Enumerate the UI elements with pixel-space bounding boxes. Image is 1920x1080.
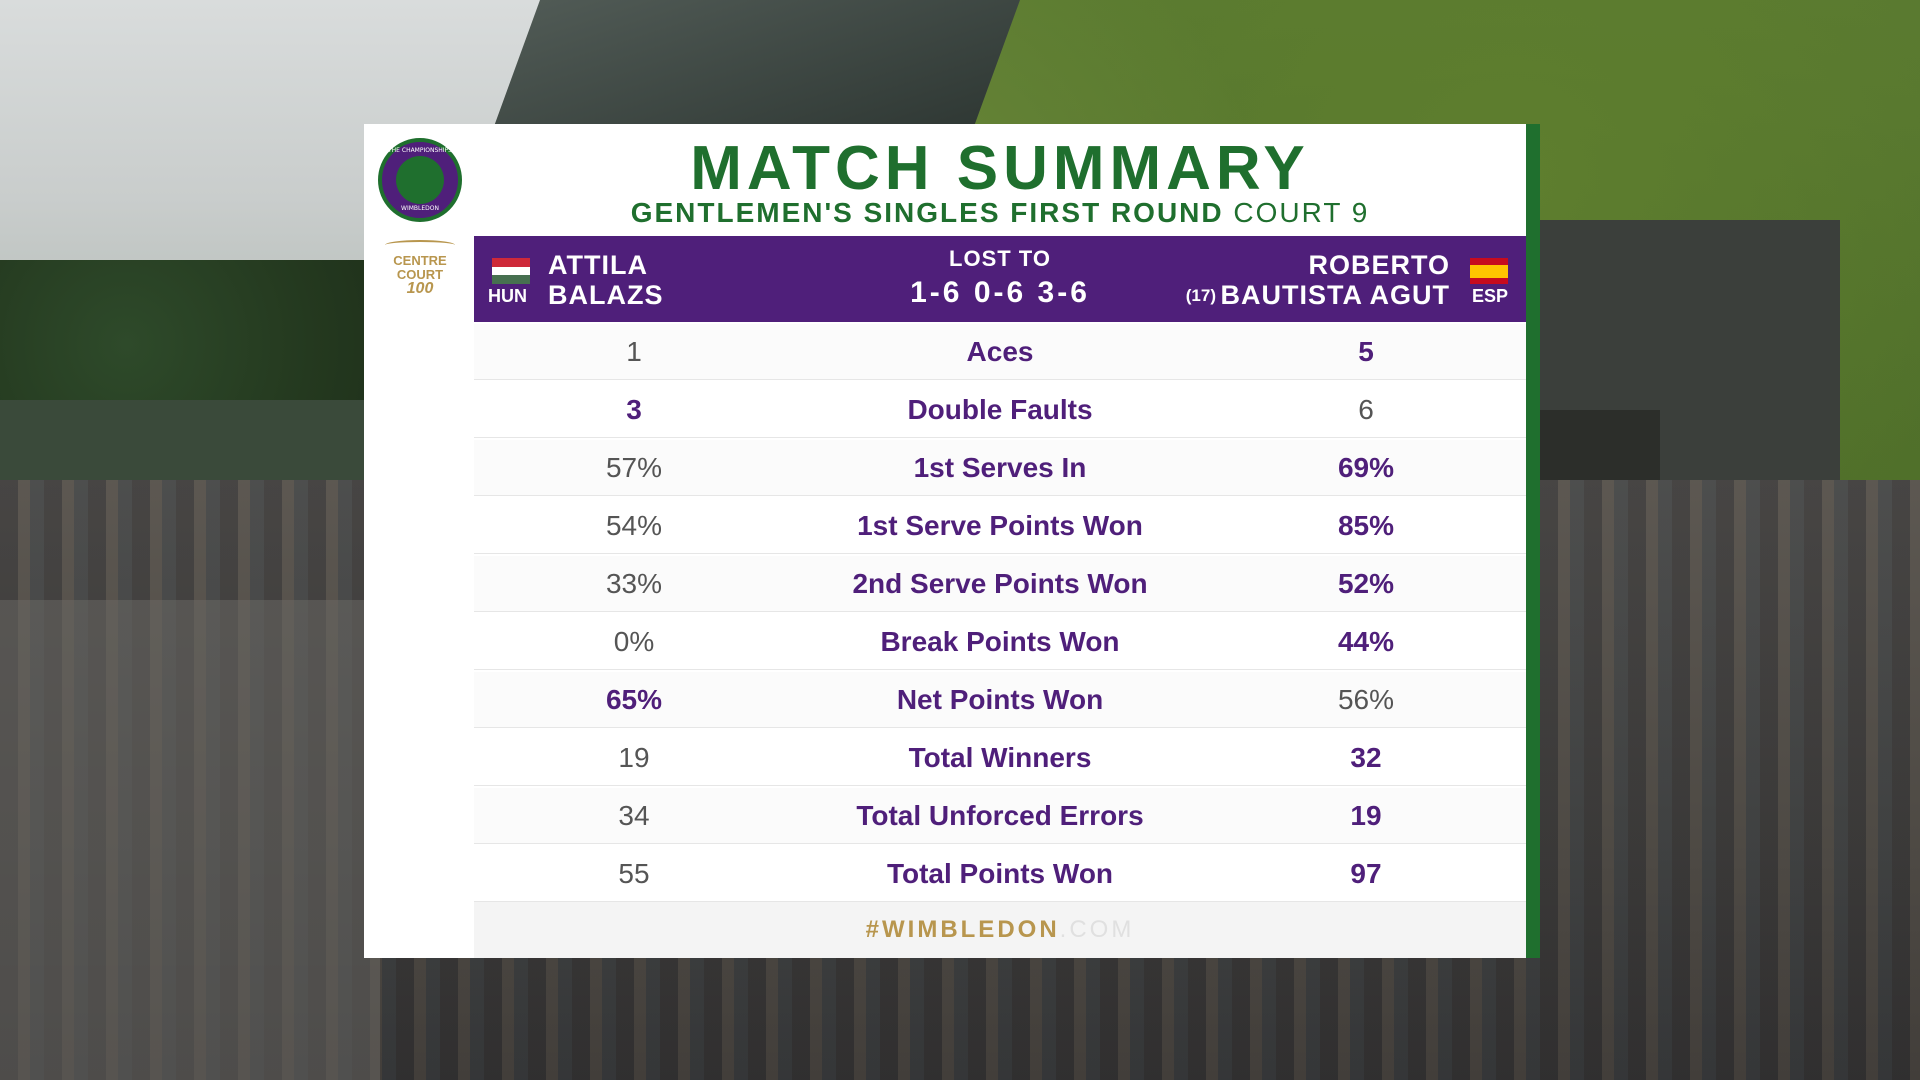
stat-label: Double Faults — [907, 394, 1093, 425]
player1-stat-value: 34 — [618, 800, 650, 831]
logo-line-bottom: WIMBLEDON — [401, 205, 439, 212]
stat-label: Break Points Won — [880, 626, 1120, 657]
match-summary-card: THE CHAMPIONSHIPS WIMBLEDON CENTRE COURT… — [364, 124, 1540, 958]
player1-stat-value: 65% — [605, 684, 663, 715]
player1-stat-value: 54% — [605, 510, 663, 541]
stat-row: 57% 1st Serves In 69% — [474, 440, 1526, 496]
stat-label: Total Points Won — [886, 858, 1114, 889]
trees — [0, 260, 420, 400]
wimbledon-logo-icon: THE CHAMPIONSHIPS WIMBLEDON — [378, 138, 462, 222]
stadium-roof — [492, 0, 1021, 130]
round-label: GENTLEMEN'S SINGLES FIRST ROUND — [630, 197, 1224, 228]
player2-stat-value: 69% — [1337, 452, 1395, 483]
player2-country: ESP — [1472, 286, 1509, 306]
centre-court-line-3: 100 — [406, 280, 434, 297]
player2-last-name: BAUTISTA AGUT — [1220, 280, 1450, 310]
centre-court-100-logo: CENTRE COURT 100 — [378, 240, 462, 297]
player2-stat-value: 32 — [1350, 742, 1382, 773]
stat-label: Net Points Won — [896, 684, 1104, 715]
walkway — [0, 600, 380, 1080]
spain-flag-icon — [1470, 258, 1508, 284]
stat-row: 19 Total Winners 32 — [474, 730, 1526, 786]
centre-court-line-1: CENTRE — [393, 253, 447, 268]
stat-label: Total Unforced Errors — [856, 800, 1144, 831]
stat-label: 1st Serve Points Won — [857, 510, 1143, 541]
stat-row: 1 Aces 5 — [474, 324, 1526, 380]
branding-column: THE CHAMPIONSHIPS WIMBLEDON CENTRE COURT… — [364, 124, 474, 958]
player2-stat-value: 97 — [1350, 858, 1382, 889]
player1-country: HUN — [488, 286, 527, 306]
stats-table: 1 Aces 5 3 Double Faults 6 57% 1st Serves In 69%… — [474, 324, 1526, 904]
footer-hashtag: #WIMBLEDON.COM — [474, 902, 1526, 958]
player1-stat-value: 33% — [605, 568, 663, 599]
player2-stat-value: 85% — [1337, 510, 1395, 541]
player2-stat-value: 5 — [1358, 336, 1374, 367]
player2-stat-value: 56% — [1337, 684, 1395, 715]
player1-stat-value: 1 — [626, 336, 642, 367]
hashtag-suffix: .COM — [1059, 916, 1135, 943]
player1-stat-value: 0% — [613, 626, 655, 657]
player1-stat-value: 57% — [605, 452, 663, 483]
player2-stat-value: 6 — [1358, 394, 1374, 425]
stat-label: Aces — [966, 336, 1034, 367]
score: 1-6 0-6 3-6 — [910, 276, 1090, 309]
stat-row: 34 Total Unforced Errors 19 — [474, 788, 1526, 844]
player2-seed: (17) — [1185, 286, 1216, 305]
player2-stat-value: 44% — [1337, 626, 1395, 657]
result-label: LOST TO — [949, 246, 1051, 271]
hungary-flag-icon — [492, 258, 530, 284]
centre-court-line-2: COURT — [396, 267, 444, 282]
stat-row: 0% Break Points Won 44% — [474, 614, 1526, 670]
stat-row: 55 Total Points Won 97 — [474, 846, 1526, 902]
round-info: GENTLEMEN'S SINGLES FIRST ROUND COURT 9 — [474, 196, 1526, 230]
stat-row: 3 Double Faults 6 — [474, 382, 1526, 438]
player1-stat-value: 19 — [618, 742, 650, 773]
stat-row: 65% Net Points Won 56% — [474, 672, 1526, 728]
arch-icon — [385, 240, 455, 250]
court-label: COURT 9 — [1233, 197, 1370, 228]
stat-row: 54% 1st Serve Points Won 85% — [474, 498, 1526, 554]
match-header: HUN ATTILA BALAZS LOST TO 1-6 0-6 3-6 RO… — [474, 236, 1526, 322]
hashtag-text: #WIMBLEDON — [865, 916, 1060, 943]
stat-label: 2nd Serve Points Won — [852, 568, 1148, 599]
green-edge-stripe — [1526, 124, 1540, 958]
player1-last-name: BALAZS — [548, 280, 664, 310]
stat-label: 1st Serves In — [913, 452, 1087, 483]
logo-line-top: THE CHAMPIONSHIPS — [388, 147, 452, 154]
player1-stat-value: 55 — [618, 858, 650, 889]
player1-stat-value: 3 — [626, 394, 642, 425]
page-title: MATCH SUMMARY — [690, 134, 1310, 203]
player1-first-name: ATTILA — [548, 250, 648, 280]
stat-row: 33% 2nd Serve Points Won 52% — [474, 556, 1526, 612]
player2-first-name: ROBERTO — [1308, 250, 1450, 280]
stat-label: Total Winners — [908, 742, 1092, 773]
player2-stat-value: 52% — [1337, 568, 1395, 599]
player2-stat-value: 19 — [1350, 800, 1382, 831]
crossed-rackets-icon — [396, 156, 444, 204]
